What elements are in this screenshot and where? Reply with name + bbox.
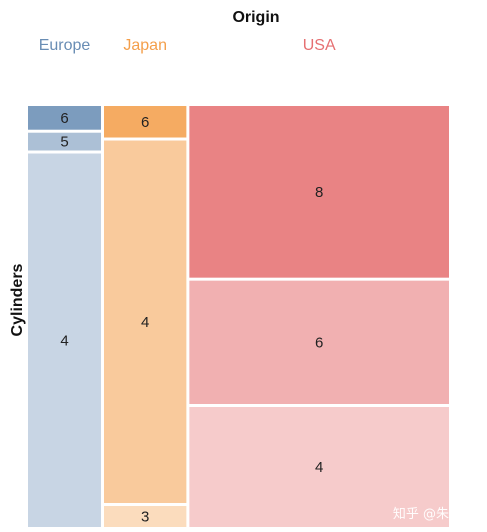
row-variable-title: Cylinders	[9, 263, 26, 336]
tile-label-usa-cyl-8: 8	[315, 184, 323, 201]
tile-label-usa-cyl-4: 4	[315, 459, 323, 476]
column-header-usa: USA	[303, 37, 336, 54]
tile-label-europe-cyl-4: 4	[60, 332, 68, 349]
tile-usa-cyl-8	[189, 106, 449, 278]
column-header-europe: Europe	[39, 37, 91, 54]
tile-label-europe-cyl-6: 6	[60, 110, 68, 127]
watermark: 知乎 @朱卫军	[392, 507, 475, 522]
tile-japan-cyl-6	[103, 106, 187, 138]
tile-japan-cyl-3	[103, 505, 187, 527]
tile-japan-cyl-4	[103, 140, 187, 503]
column-variable-title: Origin	[232, 9, 279, 26]
column-header-japan: Japan	[123, 37, 167, 54]
tile-label-europe-cyl-5: 5	[60, 134, 68, 151]
tile-label-japan-cyl-4: 4	[141, 314, 149, 331]
tile-label-japan-cyl-6: 6	[141, 114, 149, 131]
tile-label-usa-cyl-6: 6	[315, 334, 323, 351]
tile-usa-cyl-4	[189, 407, 449, 527]
tile-label-japan-cyl-3: 3	[141, 508, 149, 525]
tile-europe-cyl-6	[28, 106, 101, 130]
tile-europe-cyl-5	[28, 132, 101, 151]
tile-usa-cyl-6	[189, 280, 449, 404]
tile-europe-cyl-4	[28, 153, 101, 527]
